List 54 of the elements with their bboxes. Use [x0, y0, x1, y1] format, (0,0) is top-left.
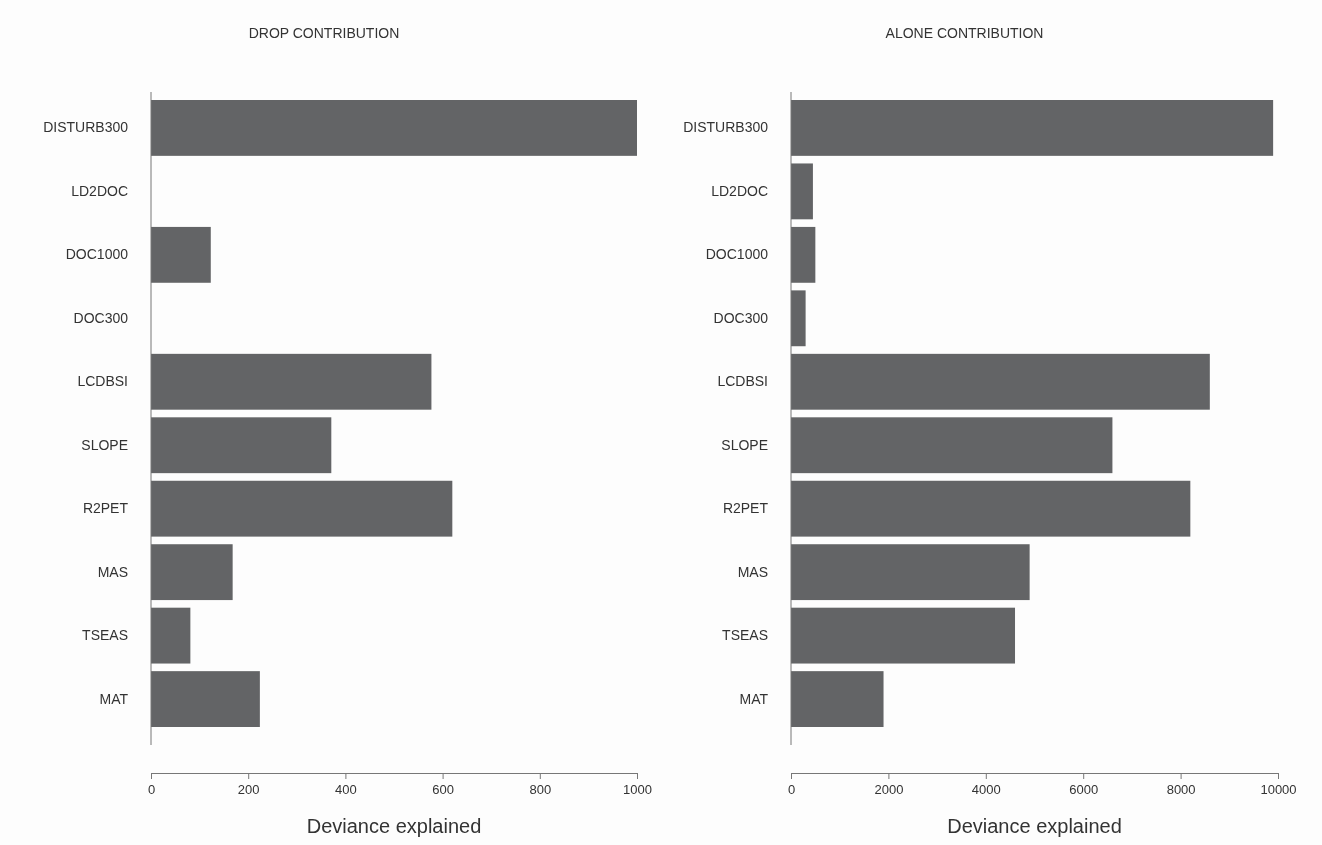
chart-title: ALONE CONTRIBUTION	[885, 25, 1044, 41]
x-tick-label: 4000	[971, 781, 1001, 797]
x-tick-label: 600	[432, 781, 454, 797]
bar	[151, 100, 637, 156]
y-tick-label: MAS	[97, 563, 128, 580]
y-tick-label: MAT	[739, 690, 769, 707]
y-tick-label: DOC1000	[705, 246, 769, 263]
bar	[791, 480, 1191, 537]
y-tick-label: DISTURB300	[43, 119, 129, 136]
bar	[151, 607, 191, 664]
y-tick-label: DISTURB300	[683, 119, 769, 136]
bar	[791, 163, 813, 220]
y-tick-label: LCDBSI	[717, 373, 768, 390]
y-tick-label: LD2DOC	[711, 182, 768, 199]
y-tick-label: TSEAS	[82, 627, 128, 644]
y-tick-label: MAS	[737, 563, 768, 580]
bar	[791, 353, 1210, 410]
y-tick-label: MAT	[99, 690, 129, 707]
bar	[791, 226, 816, 283]
y-tick-label: R2PET	[82, 500, 129, 517]
y-tick-label: DOC1000	[65, 246, 129, 263]
x-axis-title: Deviance explained	[947, 815, 1122, 837]
bar	[791, 671, 884, 727]
bar	[151, 544, 233, 601]
bar	[151, 417, 332, 474]
y-tick-label: LCDBSI	[77, 373, 128, 390]
x-tick-label: 6000	[1069, 781, 1099, 797]
bar	[151, 480, 453, 537]
y-tick-label: LD2DOC	[71, 182, 128, 199]
x-tick-label: 0	[147, 781, 156, 797]
y-tick-label: SLOPE	[81, 436, 128, 453]
chart-title: DROP CONTRIBUTION	[248, 25, 400, 41]
x-tick-label: 0	[787, 781, 796, 797]
bar	[791, 290, 806, 347]
bar	[791, 544, 1030, 601]
bar	[151, 671, 260, 727]
bar	[791, 100, 1274, 156]
x-tick-label: 200	[237, 781, 260, 797]
y-tick-label: R2PET	[722, 500, 769, 517]
x-tick-label: 1000	[623, 781, 652, 797]
bar	[151, 226, 211, 283]
y-tick-label: DOC300	[73, 309, 129, 326]
bar	[791, 417, 1113, 474]
bar	[791, 607, 1016, 664]
y-tick-label: DOC300	[713, 309, 769, 326]
x-tick-label: 10000	[1260, 781, 1297, 797]
x-tick-label: 800	[529, 781, 552, 797]
x-tick-label: 2000	[874, 781, 904, 797]
x-axis-title: Deviance explained	[306, 815, 482, 837]
y-tick-label: SLOPE	[721, 436, 768, 453]
x-tick-label: 400	[335, 781, 357, 797]
y-tick-label: TSEAS	[722, 627, 768, 644]
x-tick-label: 8000	[1166, 781, 1196, 797]
bar	[151, 353, 432, 410]
